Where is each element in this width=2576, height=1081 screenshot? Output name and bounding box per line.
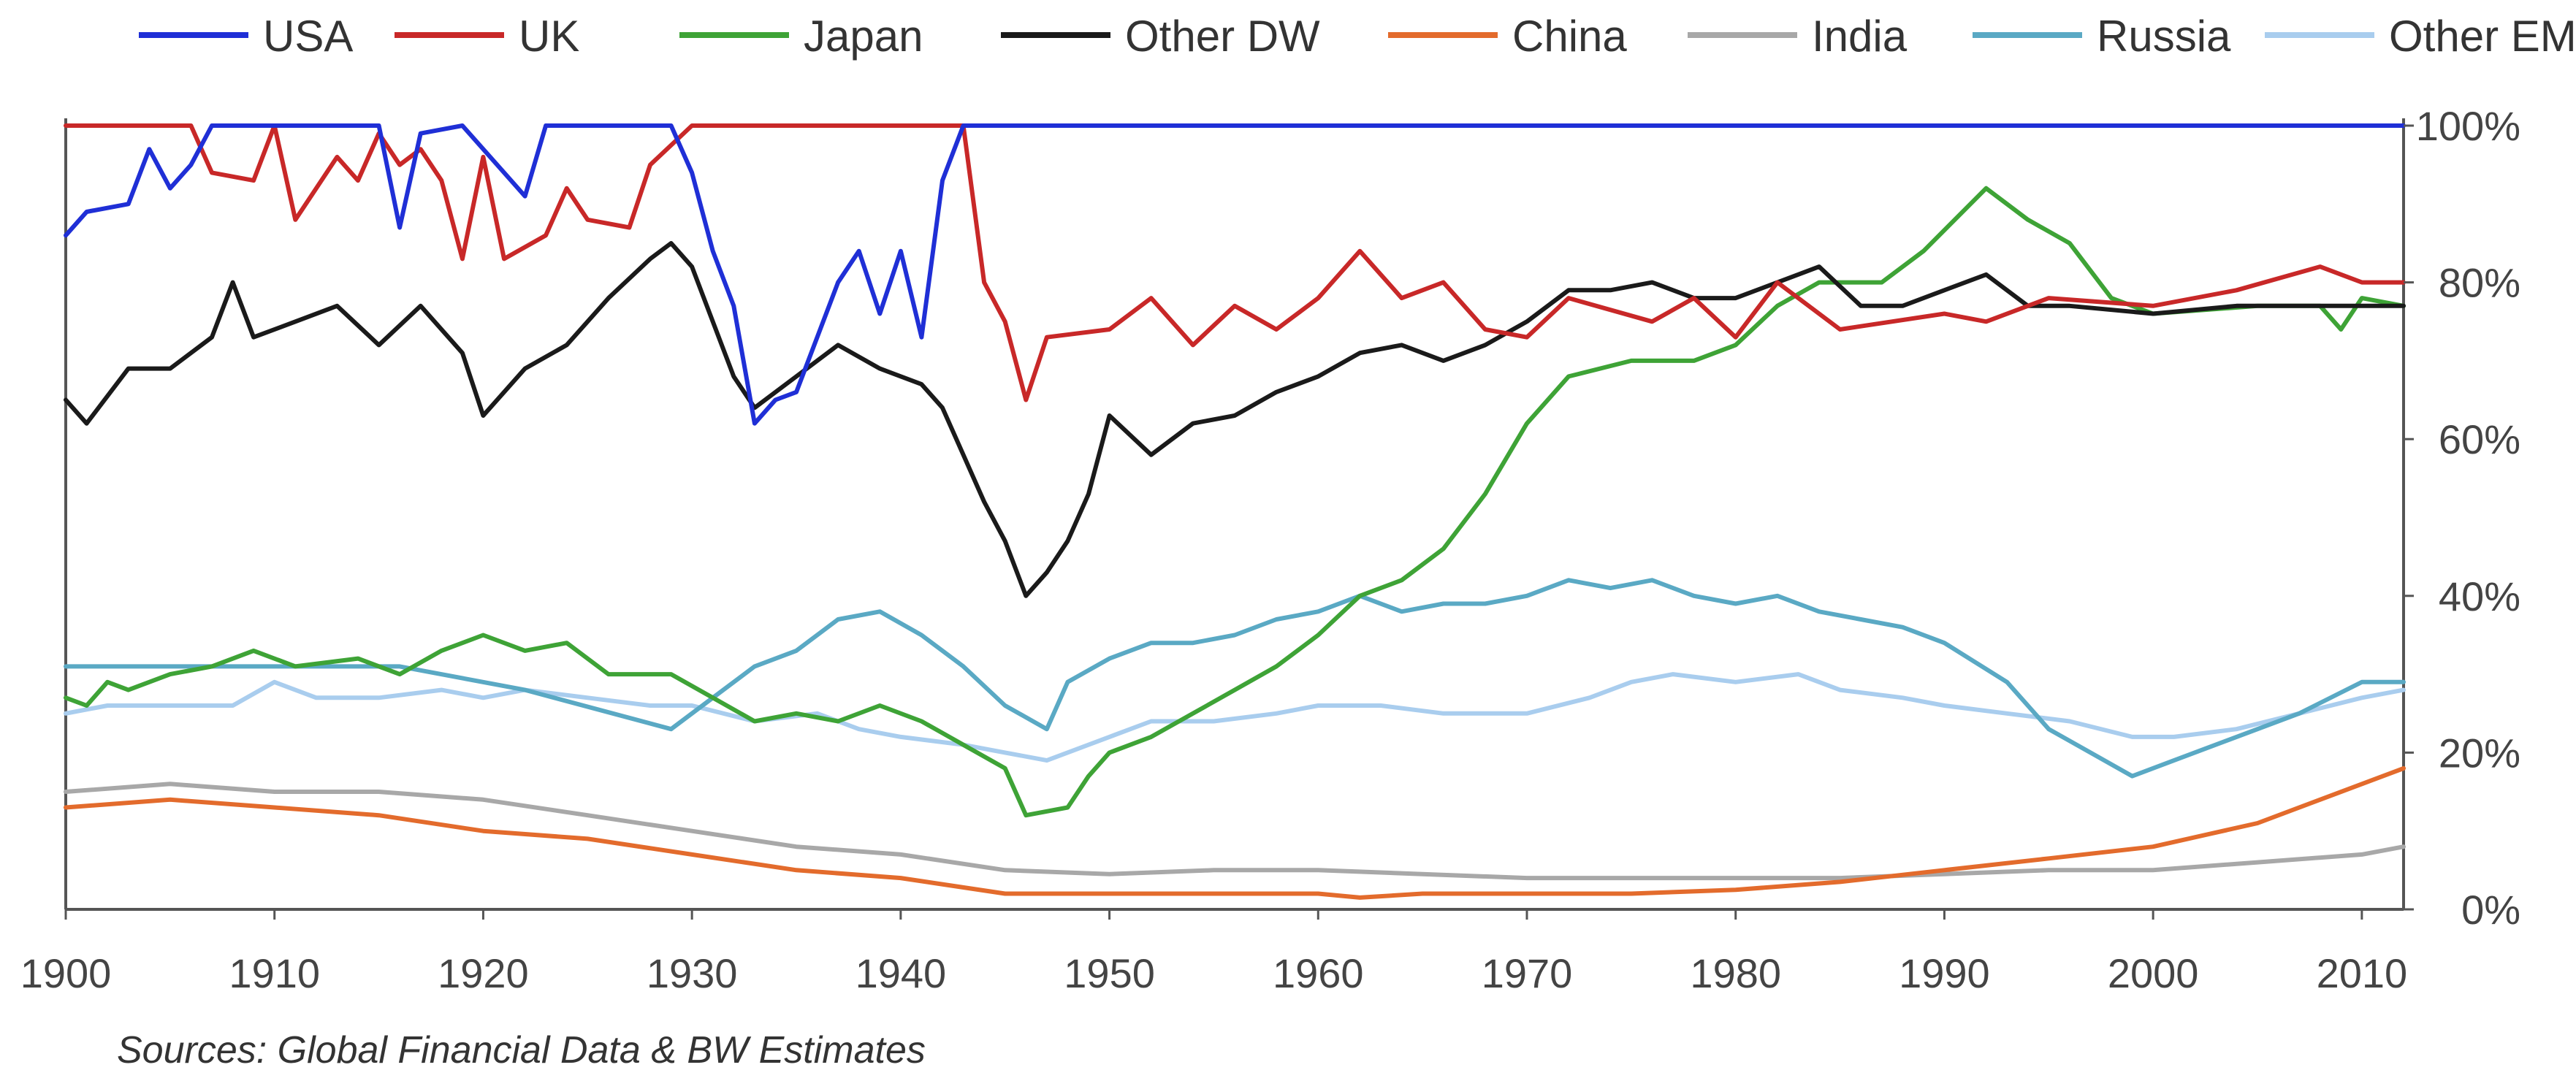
y-tick-label: 20%: [2439, 730, 2520, 776]
x-tick-label: 1940: [856, 950, 947, 996]
x-tick-label: 1900: [20, 950, 112, 996]
x-tick-label: 1910: [229, 950, 320, 996]
legend-label: Japan: [804, 12, 923, 61]
x-tick-label: 1970: [1482, 950, 1573, 996]
legend-label: USA: [263, 12, 353, 61]
series-line-uk: [64, 123, 2406, 402]
x-tick-label: 2010: [2317, 950, 2408, 996]
series-line-india: [64, 782, 2406, 881]
series-layer: [64, 123, 2406, 900]
x-tick-label: 1960: [1273, 950, 1364, 996]
x-tick-label: 1980: [1690, 950, 1781, 996]
series-line-other-dw: [64, 241, 2406, 598]
y-tick-label: 0%: [2461, 887, 2520, 933]
y-tick-label: 100%: [2416, 103, 2520, 149]
legend: USA UK Japan Other DW China India Russia Other …: [139, 12, 2576, 61]
x-tick-label: 1920: [438, 950, 529, 996]
x-tick-label: 1990: [1899, 950, 1990, 996]
legend-label: China: [1512, 12, 1627, 61]
y-axis: 0% 20% 40% 60% 80% 100%: [2404, 103, 2520, 933]
legend-label: Other EM: [2389, 12, 2576, 61]
x-tick-label: 2000: [2108, 950, 2199, 996]
series-line-japan: [64, 186, 2406, 818]
series-line-usa: [64, 123, 2406, 426]
x-axis: 1900 1910 1920 1930 1940 1950 1960 1970 1980 1990…: [20, 909, 2407, 996]
y-tick-label: 40%: [2439, 573, 2520, 619]
legend-label: Other DW: [1125, 12, 1320, 61]
series-line-china: [64, 765, 2406, 900]
x-tick-label: 1950: [1064, 950, 1155, 996]
legend-label: Russia: [2097, 12, 2231, 61]
x-tick-label: 1930: [647, 950, 738, 996]
legend-label: UK: [519, 12, 579, 61]
plot-frame: [64, 118, 2405, 911]
series-line-russia: [64, 578, 2406, 779]
y-tick-label: 80%: [2439, 260, 2520, 306]
y-tick-label: 60%: [2439, 416, 2520, 462]
legend-label: India: [1812, 12, 1908, 61]
source-note: Sources: Global Financial Data & BW Esti…: [117, 1029, 926, 1072]
series-line-other-em: [64, 672, 2406, 763]
